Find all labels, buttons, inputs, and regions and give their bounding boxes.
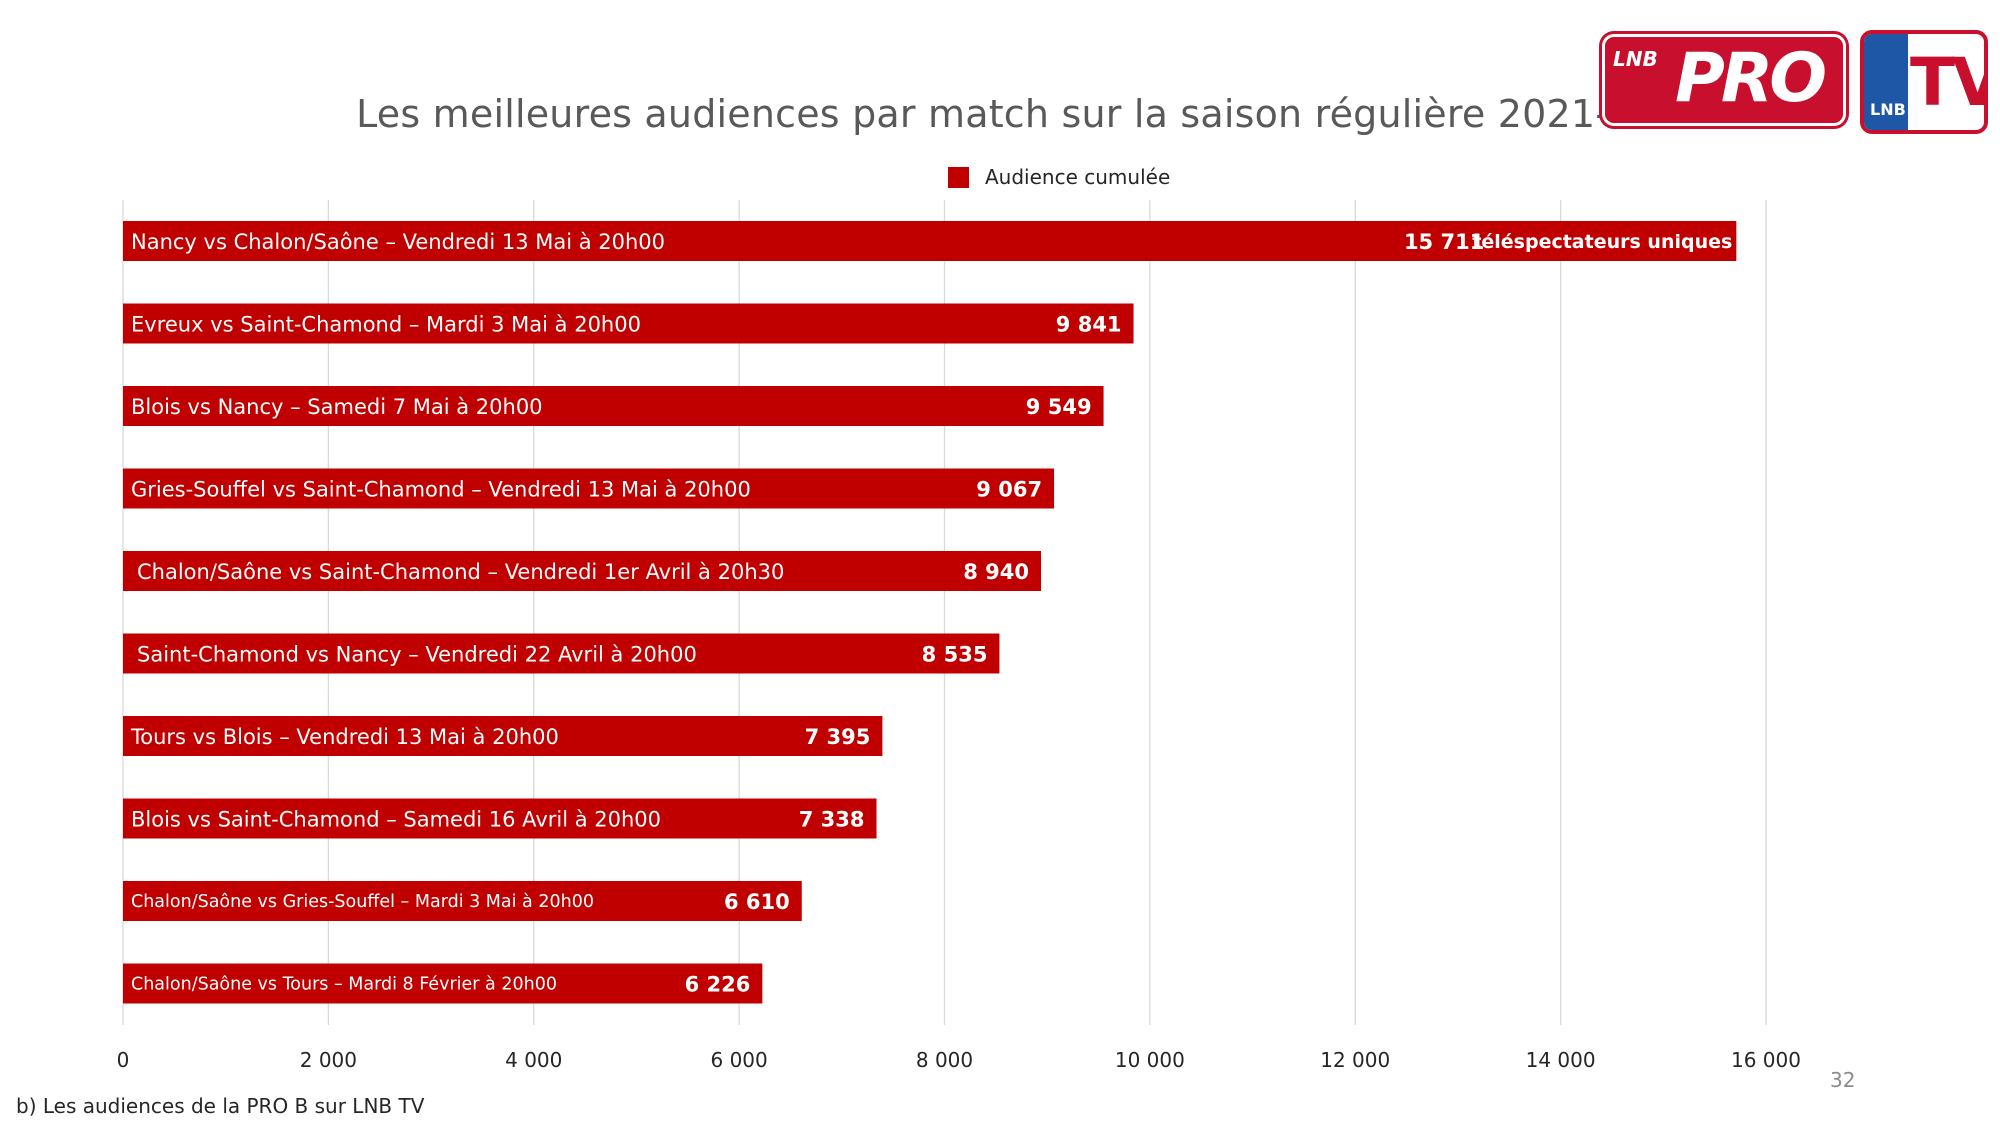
legend-label: Audience cumulée (985, 165, 1171, 189)
pro-b-logo: LNB PRO B (1602, 34, 1846, 126)
x-tick-label: 6 000 (710, 1048, 767, 1072)
value-label: 6 610 (724, 890, 790, 914)
x-tick-label: 12 000 (1320, 1048, 1390, 1072)
x-tick-label: 8 000 (916, 1048, 973, 1072)
bar (123, 963, 763, 1004)
x-tick-label: 0 (117, 1048, 130, 1072)
value-label: 7 395 (805, 725, 871, 749)
value-label: 15 711 (1404, 230, 1484, 254)
chart-legend: Audience cumulée (948, 165, 1170, 189)
bar-label: Chalon/Saône vs Saint-Chamond – Vendredi… (137, 560, 784, 584)
value-label: 7 338 (799, 808, 865, 832)
bar (123, 303, 1134, 344)
chart-title: Les meilleures audiences par match sur l… (356, 92, 1658, 136)
bar (123, 881, 802, 921)
bar (123, 468, 1055, 509)
value-label: 6 226 (685, 973, 751, 997)
bar-label: Gries-Souffel vs Saint-Chamond – Vendred… (131, 478, 751, 502)
bar (123, 716, 883, 756)
bar-label: Tours vs Blois – Vendredi 13 Mai à 20h00 (130, 725, 559, 749)
value-label: 8 535 (922, 643, 988, 667)
bar (123, 221, 1737, 261)
x-tick-label: 14 000 (1526, 1048, 1596, 1072)
bar-label: Evreux vs Saint-Chamond – Mardi 3 Mai à … (131, 313, 641, 337)
bar (123, 798, 877, 839)
lnb-tv-logo: LNB TV (1860, 30, 1988, 134)
bar-label: Saint-Chamond vs Nancy – Vendredi 22 Avr… (137, 643, 697, 667)
x-tick-label: 2 000 (300, 1048, 357, 1072)
legend-swatch (948, 166, 969, 188)
bar (123, 551, 1042, 591)
bar-label: Chalon/Saône vs Tours – Mardi 8 Février … (131, 975, 557, 995)
value-label: 9 841 (1056, 313, 1122, 337)
value-label: 9 549 (1026, 395, 1092, 419)
x-tick-label: 16 000 (1731, 1048, 1801, 1072)
bar (123, 633, 1000, 674)
slide-footer: b) Les audiences de la PRO B sur LNB TV (16, 1094, 425, 1118)
bar-label: Blois vs Nancy – Samedi 7 Mai à 20h00 (131, 395, 543, 419)
page-number: 32 (1830, 1068, 1856, 1092)
bar-label: Nancy vs Chalon/Saône – Vendredi 13 Mai … (131, 230, 665, 254)
bar (123, 386, 1104, 426)
x-tick-label: 4 000 (505, 1048, 562, 1072)
value-label: 9 067 (976, 478, 1042, 502)
x-tick-label: 10 000 (1115, 1048, 1185, 1072)
bar-label: Chalon/Saône vs Gries-Souffel – Mardi 3 … (131, 892, 594, 912)
bar-label: Blois vs Saint-Chamond – Samedi 16 Avril… (131, 808, 661, 832)
value-suffix: téléspectateurs uniques (1472, 231, 1732, 253)
value-label: 8 940 (963, 560, 1029, 584)
